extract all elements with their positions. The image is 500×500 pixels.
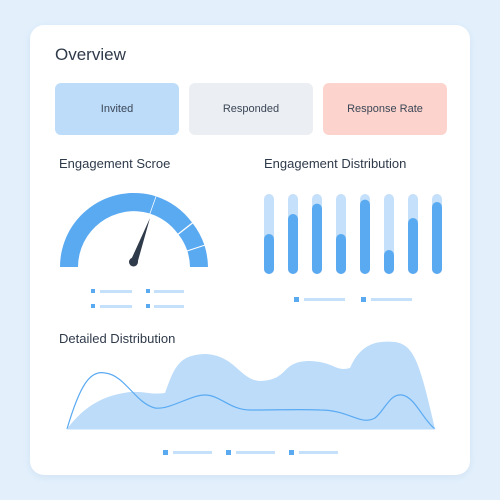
gauge-arc-seg2 [178,223,205,251]
distribution-area [67,341,435,429]
distribution-bar-fill [312,203,322,274]
gauge-hub [129,257,138,267]
page-title: Overview [55,45,126,64]
engagement-gauge [59,192,208,308]
legend-line [299,451,338,454]
detailed-distribution-title: Detailed Distribution [59,331,176,346]
responded-tile[interactable]: Responded [189,83,313,135]
distribution-bar-fill [288,214,298,274]
distribution-bar-fill [360,199,370,274]
overview-card: Overview Invited Responded Response Rate… [30,25,470,475]
gauge-arc-seg1 [150,196,192,234]
legend-marker [163,450,168,455]
legend-line [100,290,132,293]
distribution-line [66,372,436,430]
distribution-bar-fill [264,234,274,274]
legend-line [371,298,412,301]
engagement-distribution-chart [264,194,442,302]
legend-marker [361,297,366,302]
legend-line [304,298,345,301]
responded-label: Responded [222,103,280,115]
legend-marker [226,450,231,455]
legend-marker [91,304,95,308]
distribution-bar-fill [432,202,442,274]
distribution-bar-fill [336,234,346,274]
invited-tile[interactable]: Invited [55,83,179,135]
gauge-arc-main [59,192,156,267]
gauge-needle [130,218,150,263]
legend-line [154,305,184,308]
legend-marker [91,289,95,293]
distribution-bar-fill [384,250,394,274]
engagement-score-title: Engagement Scroe [59,156,171,171]
invited-label: Invited [100,103,134,115]
distribution-bar-fill [408,218,418,274]
detailed-distribution-chart [66,341,436,455]
legend-line [154,290,184,293]
legend-marker [289,450,294,455]
engagement-distribution-title: Engagement Distribution [264,156,407,171]
response-rate-label: Response Rate [347,103,423,115]
legend-marker [146,289,150,293]
legend-marker [294,297,299,302]
gauge-arc-seg3 [187,245,208,267]
legend-marker [146,304,150,308]
response-rate-tile[interactable]: Response Rate [323,83,447,135]
legend-line [173,451,212,454]
legend-line [236,451,275,454]
legend-line [100,305,132,308]
